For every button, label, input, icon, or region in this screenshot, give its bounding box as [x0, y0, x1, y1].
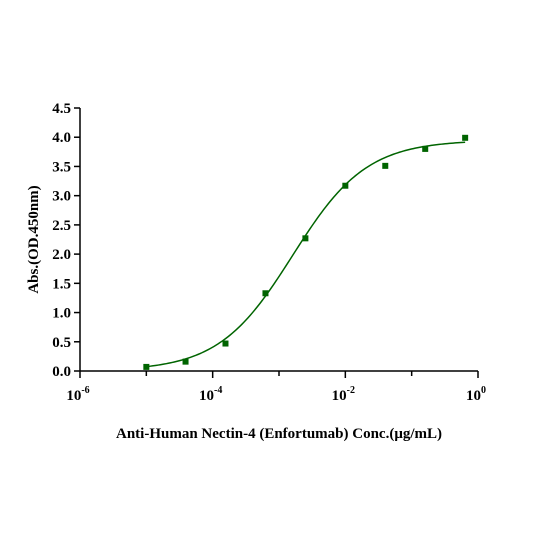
fit-curve — [146, 141, 466, 368]
x-axis: 10-6 10-4 10-2 100 — [66, 370, 486, 404]
x-tick-label: 10-2 — [332, 385, 355, 404]
y-tick-label: 0.5 — [52, 335, 71, 351]
y-tick-label: 2.0 — [52, 247, 71, 263]
y-tick-label: 2.5 — [52, 218, 71, 234]
y-tick-label: 0.0 — [52, 364, 71, 380]
x-tick-label: 100 — [466, 385, 486, 404]
y-axis-title: Abs.(OD.450nm) — [26, 185, 42, 293]
x-axis-title: Anti-Human Nectin-4 (Enfortumab) Conc.(μ… — [116, 426, 442, 442]
y-tick-label: 3.0 — [52, 189, 71, 205]
y-tick-label: 3.5 — [52, 159, 71, 175]
y-tick-label: 1.5 — [52, 276, 71, 292]
data-point — [143, 363, 150, 370]
y-axis: 0.0 0.5 1.0 1.5 2.0 2.5 3.0 3.5 4.0 4.5 — [52, 101, 81, 380]
data-point — [262, 290, 269, 297]
data-point — [462, 134, 469, 141]
data-point — [182, 358, 189, 365]
data-point — [382, 162, 389, 169]
y-tick-label: 4.5 — [52, 101, 71, 117]
data-point — [342, 182, 349, 189]
data-point — [422, 145, 429, 152]
y-tick-label: 1.0 — [52, 306, 71, 322]
data-point — [222, 340, 229, 347]
plot-area — [143, 134, 469, 370]
x-tick-label: 10-4 — [199, 385, 222, 404]
y-tick-label: 4.0 — [52, 130, 71, 146]
data-point — [302, 235, 309, 242]
x-tick-label: 10-6 — [66, 385, 89, 404]
